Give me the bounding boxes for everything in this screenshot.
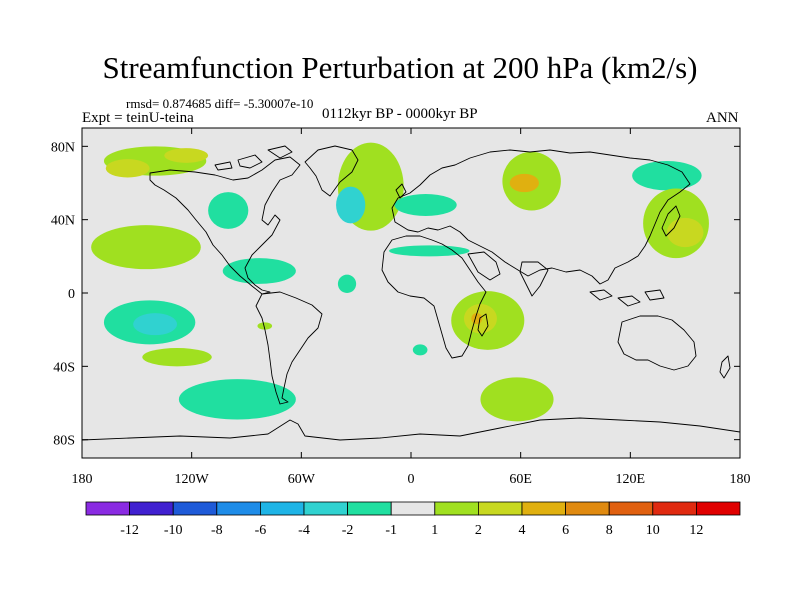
anomaly-patch-25	[480, 377, 554, 422]
anomaly-patch-6	[509, 173, 539, 193]
season-label: ANN	[706, 110, 739, 126]
anomaly-patch-11	[91, 225, 201, 270]
anomaly-patch-19	[178, 379, 296, 420]
british-isles	[395, 183, 407, 199]
anomaly-patch-17	[133, 313, 178, 336]
anomaly-layer	[91, 142, 709, 422]
colorbar-swatch-11	[565, 501, 610, 516]
colorbar-swatch-6	[347, 501, 392, 516]
period-label: 0112kyr BP - 0000kyr BP	[322, 106, 478, 122]
colorbar-label-3: -6	[255, 523, 267, 538]
anomaly-patch-2	[164, 148, 209, 163]
y-tick-label-3: 40S	[53, 360, 75, 375]
africa-coast	[381, 235, 487, 359]
colorbar-label-5: -2	[342, 523, 354, 538]
colorbar-swatch-10	[521, 501, 566, 516]
anomaly-patch-13	[337, 274, 357, 294]
axis-layer: 180 120W 60W 0 60E 120E 180 80N 40N 0 40S 80S	[51, 128, 751, 487]
arabia-coast	[467, 251, 501, 281]
anomaly-patch-20	[257, 322, 273, 330]
colorbar: -12 -10 -8 -6 -4 -2 -1 1 2 4 6 8 10 12	[85, 501, 741, 538]
y-tick-label-1: 40N	[51, 214, 75, 229]
x-tick-label-5: 120E	[616, 472, 646, 487]
new-zealand-coast	[719, 355, 731, 379]
colorbar-label-0: -12	[120, 523, 139, 538]
colorbar-swatch-5	[303, 501, 348, 516]
australia-coast	[617, 315, 697, 371]
y-tick-label-0: 80N	[51, 140, 75, 155]
antarctica-coast	[82, 417, 740, 441]
japan-coast	[661, 205, 681, 237]
anomaly-patch-14	[394, 194, 457, 216]
anomaly-patch-12	[222, 258, 296, 284]
anomaly-patch-21	[412, 344, 428, 356]
x-tick-label-6: 180	[730, 472, 751, 487]
colorbar-label-13: 12	[689, 523, 703, 538]
colorbar-swatch-7	[390, 501, 436, 516]
colorbar-swatch-4	[259, 501, 305, 516]
colorbar-swatch-13	[652, 501, 697, 516]
x-tick-label-3: 0	[408, 472, 415, 487]
stats-text: rmsd= 0.874685 diff= -5.30007e-10	[126, 96, 314, 111]
anomaly-patch-4	[336, 186, 366, 224]
x-tick-label-4: 60E	[509, 472, 532, 487]
colorbar-label-12: 10	[646, 523, 660, 538]
anomaly-patch-10	[208, 192, 249, 229]
x-tick-label-1: 120W	[175, 472, 210, 487]
colorbar-label-9: 4	[519, 523, 526, 538]
colorbar-label-2: -8	[211, 523, 223, 538]
north-america-coast	[149, 156, 301, 295]
madagascar-coast	[477, 313, 489, 337]
colorbar-label-6: -1	[385, 523, 397, 538]
x-tick-label-0: 180	[72, 472, 93, 487]
colorbar-label-10: 6	[562, 523, 569, 538]
experiment-label: Expt = teinU-teina	[82, 110, 194, 126]
colorbar-label-8: 2	[475, 523, 482, 538]
anomaly-patch-18	[142, 348, 212, 367]
colorbar-swatch-1	[129, 501, 174, 516]
greenland-coast	[304, 145, 359, 197]
coastlines	[82, 145, 740, 441]
eurasia-coast	[391, 149, 691, 285]
south-america-coast	[255, 291, 323, 405]
anomaly-patch-7	[632, 161, 702, 191]
anomaly-patch-9	[666, 217, 704, 248]
colorbar-label-7: 1	[431, 523, 438, 538]
colorbar-label-1: -10	[164, 523, 183, 538]
colorbar-label-4: -4	[298, 523, 310, 538]
colorbar-swatch-3	[216, 501, 261, 516]
colorbar-swatch-12	[608, 501, 654, 516]
colorbar-swatch-9	[477, 501, 523, 516]
y-tick-label-2: 0	[68, 287, 75, 302]
arctic-islands	[214, 145, 293, 171]
anomaly-patch-1	[105, 159, 150, 178]
indonesia-coast	[589, 289, 665, 307]
colorbar-swatch-2	[172, 501, 218, 516]
chart-title: Streamfunction Perturbation at 200 hPa (…	[102, 50, 698, 85]
india-coast	[519, 261, 549, 297]
colorbar-swatch-14	[696, 501, 741, 516]
colorbar-swatch-8	[434, 501, 479, 516]
x-tick-label-2: 60W	[288, 472, 316, 487]
colorbar-swatch-0	[85, 501, 130, 516]
y-tick-label-4: 80S	[53, 434, 75, 449]
colorbar-label-11: 8	[606, 523, 613, 538]
